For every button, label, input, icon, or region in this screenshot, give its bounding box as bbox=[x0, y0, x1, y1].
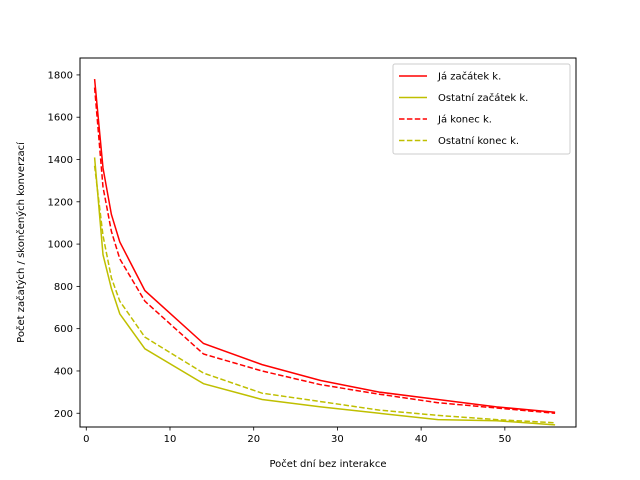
y-axis-ticks: 200 400 600 800 1000 1200 1400 1600 1800 bbox=[48, 70, 80, 420]
plot-lines bbox=[93, 79, 556, 426]
y-tick-label: 1400 bbox=[48, 155, 73, 166]
legend-label-3: Já konec k. bbox=[437, 114, 492, 126]
y-tick-label: 1600 bbox=[48, 113, 73, 124]
x-tick-label: 20 bbox=[247, 434, 260, 445]
x-tick-label: 0 bbox=[83, 434, 89, 445]
x-tick-label: 30 bbox=[331, 434, 344, 445]
y-tick-label: 400 bbox=[54, 366, 73, 377]
legend: Já začátek k. Ostatní začátek k. Já konec … bbox=[392, 63, 571, 155]
x-tick-label: 10 bbox=[164, 434, 177, 445]
series-line-2 bbox=[93, 157, 556, 426]
legend-label-4: Ostatní konec k. bbox=[438, 135, 519, 147]
y-tick-label: 1000 bbox=[48, 240, 73, 251]
x-tick-label: 50 bbox=[498, 434, 511, 445]
y-tick-label: 800 bbox=[54, 282, 73, 293]
y-tick-label: 1800 bbox=[48, 70, 73, 81]
legend-box bbox=[392, 63, 571, 155]
x-tick-label: 40 bbox=[415, 434, 428, 445]
series-line-1 bbox=[93, 79, 556, 413]
series-line-3 bbox=[93, 87, 556, 415]
y-tick-label: 600 bbox=[54, 324, 73, 335]
y-axis-label: Počet začatých / skončených konverzací bbox=[15, 141, 27, 343]
y-tick-label: 1200 bbox=[48, 197, 73, 208]
legend-label-1: Já začátek k. bbox=[437, 71, 501, 83]
x-axis-ticks: 0 10 20 30 40 50 bbox=[83, 427, 511, 445]
series-line-4 bbox=[93, 165, 556, 424]
legend-label-2: Ostatní začátek k. bbox=[438, 92, 528, 104]
y-tick-label: 200 bbox=[54, 409, 73, 420]
plot-frame bbox=[79, 57, 577, 428]
x-axis-label: Počet dní bez interakce bbox=[270, 458, 387, 470]
